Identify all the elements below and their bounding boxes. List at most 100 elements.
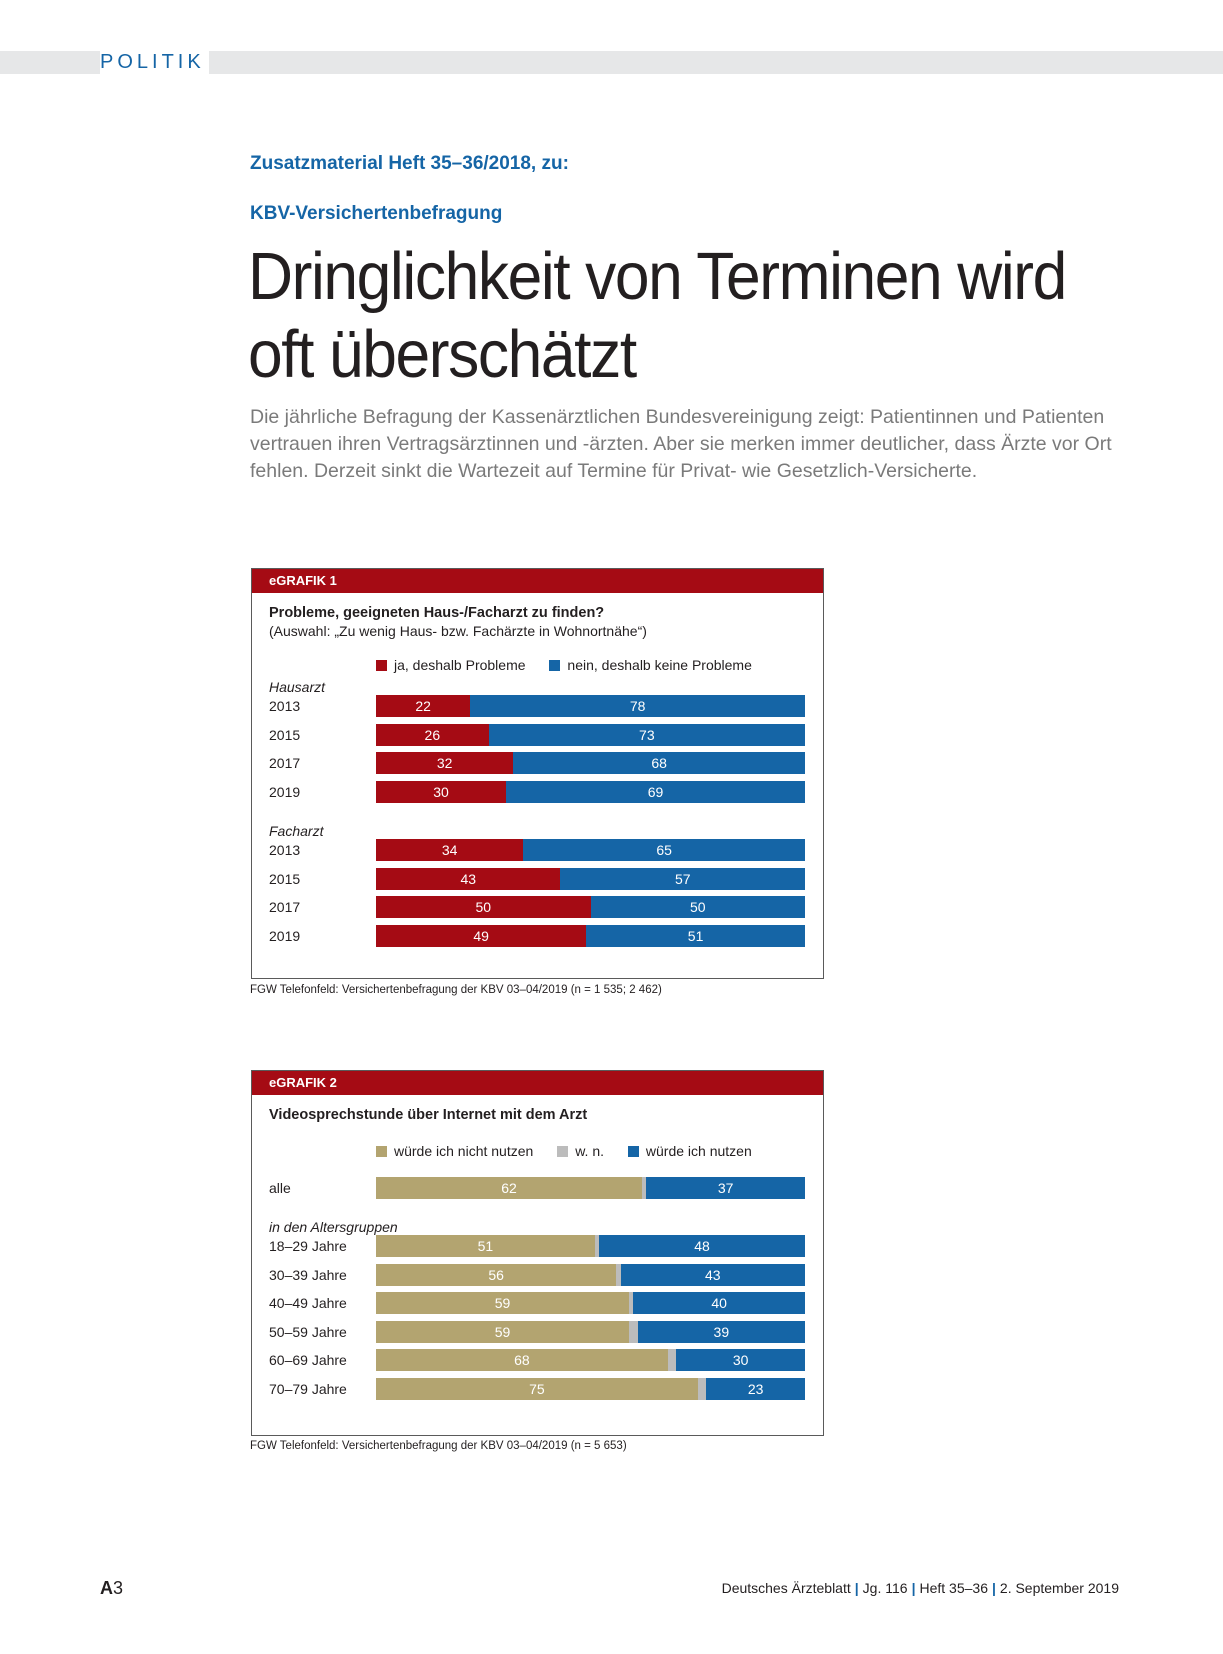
page-number-value: 3 — [113, 1578, 124, 1598]
row-label: 2017 — [269, 899, 301, 915]
bar-segment: 68 — [513, 752, 805, 774]
bar-segment: 39 — [637, 1320, 805, 1343]
legend-swatch-nutzen — [627, 1146, 639, 1157]
stacked-bar: 49 51 — [376, 924, 805, 947]
footer-separator: | — [854, 1580, 859, 1596]
bar-segment — [667, 1349, 677, 1371]
egrafik-1-source: FGW Telefonfeld: Versichertenbefragung d… — [250, 984, 662, 996]
data-label: 23 — [747, 1380, 764, 1397]
data-label: 43 — [460, 870, 477, 887]
stacked-bar: 59 39 — [376, 1320, 805, 1343]
legend-item-ja: ja, deshalb Probleme — [376, 657, 526, 673]
stacked-bar: 32 68 — [376, 752, 805, 774]
stacked-bar: 51 48 — [376, 1235, 805, 1257]
bar-segment: 73 — [488, 723, 805, 746]
data-label: 62 — [501, 1180, 517, 1196]
data-label: 48 — [694, 1238, 710, 1254]
bar-segment: 62 — [376, 1177, 642, 1199]
row-label: 40–49 Jahre — [269, 1295, 347, 1311]
bar-segment: 48 — [599, 1235, 805, 1257]
row-label: 2019 — [269, 783, 301, 800]
bar-segment: 65 — [523, 839, 805, 861]
stacked-bar: 59 40 — [376, 1292, 805, 1314]
row-label: 18–29 Jahre — [269, 1238, 347, 1254]
stacked-bar: 30 69 — [376, 780, 805, 803]
bar-segment: 57 — [560, 867, 805, 890]
data-label: 50 — [689, 899, 706, 915]
legend-label-wn: w. n. — [575, 1143, 604, 1159]
data-label: 68 — [514, 1352, 530, 1368]
stacked-bar: 62 37 — [376, 1177, 805, 1199]
egrafik-1-subtitle: (Auswahl: „Zu wenig Haus- bzw. Fachärzte… — [269, 623, 647, 639]
headline-line-1: Dringlichkeit von Terminen wird — [248, 239, 1067, 314]
bar-segment: 26 — [376, 723, 489, 746]
footer-date: 2. September 2019 — [999, 1580, 1119, 1596]
data-label: 50 — [475, 899, 492, 915]
bar-segment: 32 — [376, 752, 514, 774]
legend-label-nicht-nutzen: würde ich nicht nutzen — [394, 1143, 534, 1159]
data-label: 78 — [629, 698, 646, 714]
data-label: 59 — [494, 1323, 511, 1340]
bar-segment: 22 — [376, 695, 471, 717]
data-label: 65 — [656, 842, 672, 858]
section-label: POLITIK — [100, 51, 209, 74]
egrafik-1: eGRAFIK 1 Probleme, geeigneten Haus-/Fac… — [251, 568, 824, 979]
row-label: 2015 — [269, 870, 301, 887]
row-label: alle — [269, 1180, 291, 1196]
bar-segment — [594, 1235, 600, 1257]
data-label: 59 — [494, 1295, 511, 1311]
data-label: 34 — [441, 842, 458, 858]
row-label: 2013 — [269, 842, 301, 858]
bar-segment: 30 — [676, 1349, 805, 1371]
bar-segment: 69 — [506, 780, 805, 803]
group-label: in den Altersgruppen — [269, 1219, 398, 1235]
footer-journal: Deutsches Ärzteblatt — [721, 1580, 851, 1596]
data-label: 40 — [711, 1295, 727, 1311]
data-label: 69 — [647, 783, 664, 800]
bar-segment: 40 — [633, 1292, 805, 1314]
legend-swatch-nicht-nutzen — [376, 1146, 387, 1157]
row-label: 2015 — [269, 726, 301, 743]
egrafik-1-label: eGRAFIK 1 — [252, 569, 823, 593]
stacked-bar: 50 50 — [376, 896, 805, 918]
bar-segment — [616, 1263, 621, 1286]
kicker-topic: KBV-Versichertenbefragung — [250, 203, 503, 224]
bar-segment: 43 — [376, 867, 561, 890]
data-label: 57 — [674, 870, 691, 887]
data-label: 49 — [473, 927, 489, 944]
egrafik-2-title: Videosprechstunde über Internet mit dem … — [269, 1107, 588, 1123]
data-label: 51 — [477, 1238, 494, 1254]
egrafik-2-source: FGW Telefonfeld: Versichertenbefragung d… — [250, 1440, 627, 1452]
row-label: 2013 — [269, 698, 301, 714]
bar-segment: 34 — [376, 839, 524, 861]
row-label: 2017 — [269, 755, 301, 771]
bar-segment: 30 — [376, 780, 506, 803]
legend-swatch-ja — [376, 660, 387, 671]
headline: Dringlichkeit von Terminen wird oft über… — [248, 238, 1085, 394]
bar-segment: 51 — [586, 924, 805, 947]
row-label: 70–79 Jahre — [269, 1380, 347, 1397]
footer-separator: | — [991, 1580, 996, 1596]
row-label: 2019 — [269, 927, 301, 944]
bar-segment — [629, 1292, 634, 1314]
bar-segment: 59 — [376, 1292, 630, 1314]
legend-item-nicht-nutzen: würde ich nicht nutzen — [376, 1143, 533, 1159]
bar-segment: 49 — [376, 924, 587, 947]
page-number: A3 — [100, 1578, 123, 1599]
data-label: 30 — [433, 783, 449, 800]
egrafik-2-legend: würde ich nicht nutzen w. n. würde ich n… — [376, 1143, 772, 1159]
data-label: 30 — [732, 1352, 749, 1368]
page-prefix: A — [100, 1578, 113, 1598]
footer-volume: Jg. 116 — [862, 1580, 908, 1596]
data-label: 75 — [529, 1380, 545, 1397]
data-label: 39 — [713, 1323, 730, 1340]
bar-segment — [697, 1377, 707, 1400]
bar-segment: 43 — [620, 1263, 805, 1286]
data-label: 56 — [488, 1266, 504, 1283]
kicker-supplement: Zusatzmaterial Heft 35–36/2018, zu: — [250, 153, 569, 174]
group-label: Facharzt — [269, 823, 324, 839]
stacked-bar: 75 23 — [376, 1377, 805, 1400]
stacked-bar: 34 65 — [376, 839, 805, 861]
data-label: 73 — [639, 726, 655, 743]
stacked-bar: 43 57 — [376, 867, 805, 890]
